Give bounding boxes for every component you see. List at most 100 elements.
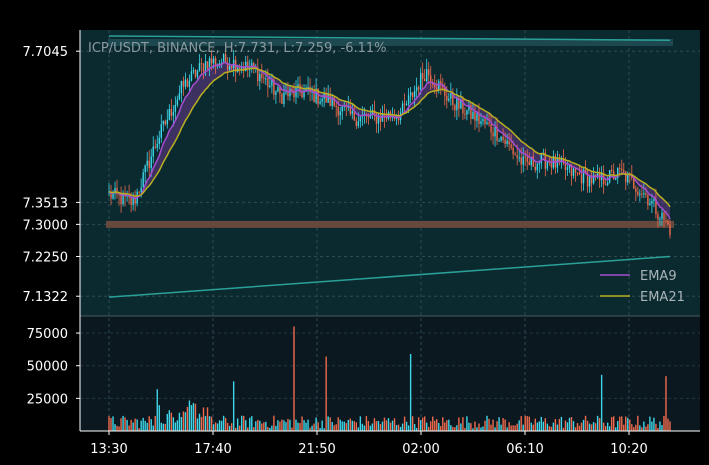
candle-body (289, 88, 291, 97)
volume-bar (373, 418, 376, 431)
candle-body (641, 193, 643, 195)
candle-body (154, 146, 156, 148)
candle-body (144, 165, 146, 173)
volume-bar (405, 421, 408, 431)
volume-bar (259, 420, 261, 431)
candle-body (667, 220, 669, 225)
candle-body (500, 136, 502, 141)
volume-bar (514, 425, 516, 431)
volume-bar (305, 422, 307, 431)
volume-bar (265, 421, 267, 431)
volume-bar (446, 420, 448, 431)
axis-layer: 13:30 17:40 21:50 02:00 06:10 10:20 7.1322 7.22… (23, 30, 700, 457)
volume-bar (572, 421, 575, 431)
volume-bar (112, 416, 114, 431)
candle-body (669, 224, 671, 236)
candle-body (204, 61, 207, 72)
volume-bar (663, 415, 665, 431)
volume-bar (311, 425, 313, 431)
x-tick-label: 02:00 (402, 442, 439, 457)
volume-bar (295, 419, 297, 431)
candle-body (407, 95, 410, 105)
volume-bar (196, 418, 199, 431)
candle-body (651, 201, 653, 204)
volume-bar (494, 427, 496, 431)
candle-body (470, 105, 472, 119)
candle-body (150, 156, 152, 168)
candle-body (663, 212, 665, 221)
candle-body (502, 136, 504, 140)
volume-bar (188, 400, 191, 431)
volume-bar (498, 417, 500, 431)
candle-body (188, 80, 191, 87)
volume-bar (293, 326, 295, 431)
volume-bar (432, 416, 434, 431)
volume-bar (204, 416, 207, 431)
candle-body (158, 137, 160, 144)
candle-body (526, 156, 528, 162)
volume-bar (351, 420, 354, 431)
candle-body (303, 90, 305, 98)
candle-body (198, 63, 201, 71)
volume-bar (588, 423, 591, 431)
candle-body (492, 132, 494, 137)
volume-bar (198, 413, 201, 431)
candle-body (425, 69, 428, 82)
candle-body (329, 93, 331, 106)
candle-body (649, 203, 651, 206)
candle-body (186, 79, 189, 87)
candle-body (592, 174, 595, 184)
candle-body (466, 110, 468, 115)
candle-body (156, 143, 158, 148)
candle-body (152, 146, 154, 157)
volume-bar (502, 418, 504, 431)
volume-bar (319, 428, 321, 431)
volume-bar (291, 427, 293, 431)
candle-body (606, 182, 609, 185)
volume-bar (349, 418, 351, 431)
price-tick-label: 7.3513 (23, 196, 69, 211)
volume-bar (152, 425, 154, 431)
volume-bar (635, 424, 637, 431)
volume-bar (166, 413, 169, 431)
candle-body (494, 126, 496, 137)
volume-bar (118, 426, 120, 431)
volume-bar (639, 425, 641, 431)
candle-body (661, 212, 663, 219)
candle-body (202, 63, 205, 72)
candle-body (224, 54, 227, 63)
volume-bar (361, 423, 364, 431)
volume-bar (365, 416, 368, 431)
volume-bar (182, 411, 185, 431)
volume-bar (271, 425, 273, 431)
volume-bar (399, 426, 402, 431)
candle-body (319, 101, 321, 104)
candle-body (212, 58, 215, 64)
candle-body (138, 191, 140, 193)
candle-body (349, 105, 351, 114)
candle-body (353, 110, 356, 121)
volume-bar (655, 423, 657, 431)
volume-bar (647, 424, 649, 431)
volume-bar (146, 422, 148, 431)
candle-body (164, 120, 167, 125)
price-layer (106, 35, 674, 298)
candle-body (472, 112, 474, 119)
volume-bar (144, 420, 146, 431)
volume-bar (275, 425, 277, 431)
volume-bar (273, 415, 275, 431)
volume-bar (321, 420, 323, 431)
candle-body (454, 105, 456, 111)
volume-bar (608, 426, 611, 431)
volume-bar (232, 381, 235, 431)
candle-body (281, 94, 283, 104)
volume-bar (558, 418, 561, 431)
candle-body (393, 116, 396, 119)
volume-bar (552, 422, 555, 431)
candle-body (228, 65, 231, 70)
candle-body (528, 161, 530, 166)
volume-bar (564, 420, 567, 431)
volume-bar (440, 426, 442, 431)
volume-bar (560, 416, 563, 431)
